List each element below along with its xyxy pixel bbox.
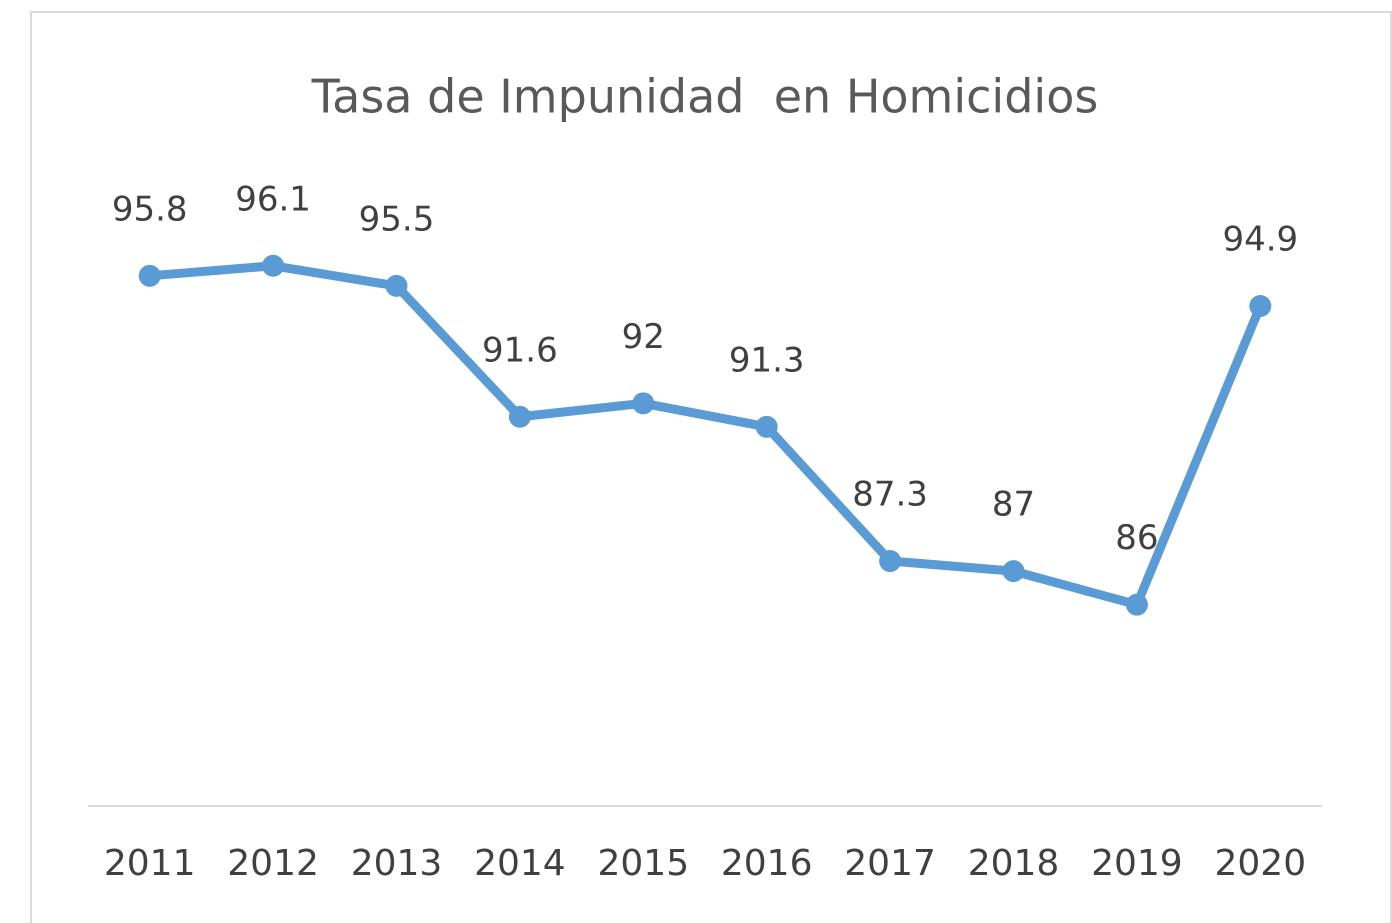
data-label: 92	[622, 317, 665, 357]
x-tick-label: 2016	[721, 843, 813, 884]
line	[149, 261, 1265, 610]
point	[1249, 295, 1272, 318]
data-label: 95.8	[112, 189, 188, 229]
point	[262, 254, 285, 277]
data-label: 94.9	[1222, 220, 1298, 260]
data-label: 87.3	[852, 475, 928, 515]
data-label: 91.3	[729, 340, 805, 380]
x-tick-label: 2014	[474, 843, 566, 884]
x-tick-label: 2012	[227, 843, 319, 884]
x-tick-label: 2017	[844, 843, 936, 884]
chart-title: Tasa de Impunidad en Homicidios	[311, 70, 1099, 124]
point	[508, 405, 531, 428]
chart-frame	[30, 11, 1392, 923]
data-label: 96.1	[235, 179, 311, 219]
data-label: 87	[992, 485, 1035, 525]
x-tick-label: 2020	[1214, 843, 1306, 884]
point	[1002, 560, 1025, 583]
x-tick-label: 2013	[351, 843, 443, 884]
point	[138, 264, 161, 287]
point	[385, 274, 408, 297]
point	[632, 392, 655, 415]
data-label: 86	[1115, 518, 1158, 558]
data-label: 95.5	[359, 199, 435, 239]
x-tick-label: 2011	[104, 843, 196, 884]
point	[755, 415, 778, 438]
point	[1125, 593, 1148, 616]
x-tick-label: 2018	[968, 843, 1060, 884]
x-tick-label: 2015	[597, 843, 689, 884]
data-label: 91.6	[482, 330, 558, 370]
point	[879, 550, 902, 573]
x-tick-label: 2019	[1091, 843, 1183, 884]
